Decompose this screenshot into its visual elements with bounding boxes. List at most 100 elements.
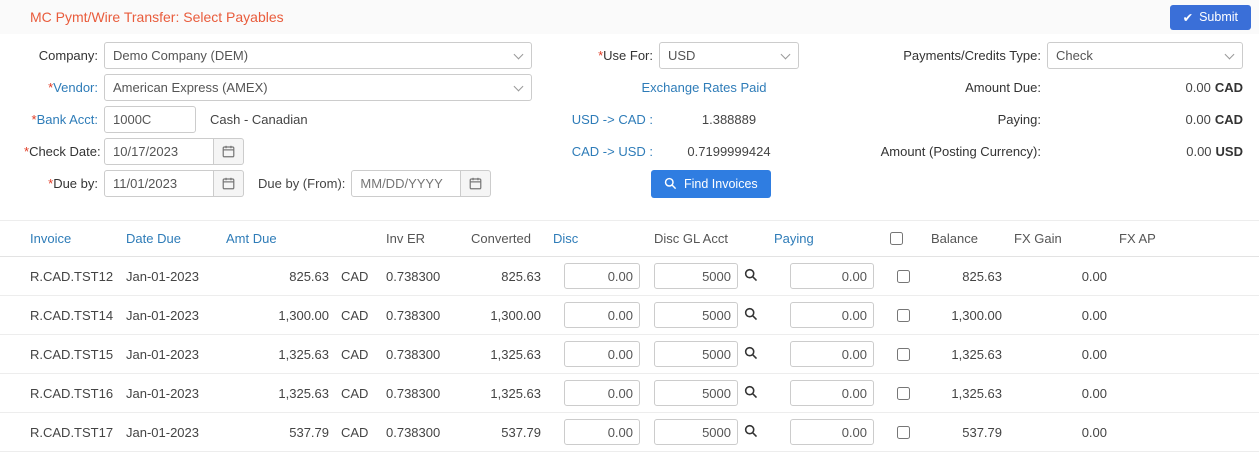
gl-lookup-button[interactable] <box>744 268 758 284</box>
disc-gl-acct-input[interactable] <box>654 341 738 367</box>
gl-lookup-button[interactable] <box>744 307 758 323</box>
topbar: MC Pymt/Wire Transfer: Select Payables ✔… <box>0 0 1259 34</box>
paying-value: 0.00 CAD <box>1185 112 1243 127</box>
balance-amount: 1,325.63 <box>951 385 1002 401</box>
due-by-from-calendar-button[interactable] <box>461 170 492 197</box>
currency-cell: CAD <box>335 412 380 452</box>
select-all-checkbox[interactable] <box>890 232 903 245</box>
fx-gain-cell: 0.00 <box>1008 412 1113 452</box>
currency-code: CAD <box>341 268 369 284</box>
due-by-calendar-button[interactable] <box>214 170 244 197</box>
table-row: R.CAD.TST14 Jan-01-2023 1,300.00 CAD 0.7… <box>0 295 1259 335</box>
vendor-select[interactable]: American Express (AMEX) <box>104 74 532 101</box>
paying-input[interactable] <box>790 419 874 445</box>
paying-input[interactable] <box>790 380 874 406</box>
gl-lookup-button[interactable] <box>744 346 758 362</box>
converted-cell: 1,325.63 <box>465 334 547 374</box>
due-by-from-input[interactable] <box>351 170 462 197</box>
column-header-paying[interactable]: Paying <box>768 220 880 257</box>
amt-due: 537.79 <box>289 424 329 440</box>
submit-button[interactable]: ✔ Submit <box>1169 4 1251 30</box>
gl-lookup-button[interactable] <box>744 424 758 440</box>
paying-input[interactable] <box>790 341 874 367</box>
row-checkbox[interactable] <box>896 425 910 439</box>
amount-due-value: 0.00 CAD <box>1185 80 1243 95</box>
required-marker: * <box>31 112 37 127</box>
column-header-invoice[interactable]: Invoice <box>0 220 120 257</box>
fx-gain-cell: 0.00 <box>1008 373 1113 413</box>
column-header-disc[interactable]: Disc <box>547 220 646 257</box>
column-header-amt-due[interactable]: Amt Due <box>220 220 335 257</box>
column-header-date-due[interactable]: Date Due <box>120 220 220 257</box>
disc-input[interactable] <box>564 302 640 328</box>
due-by-from-group <box>351 170 492 197</box>
invoice-number: R.CAD.TST12 <box>30 268 114 284</box>
column-header-disc-gl-acct: Disc GL Acct <box>646 220 768 257</box>
column-header-fx-ap: FX AP <box>1113 220 1259 257</box>
find-invoices-button[interactable]: Find Invoices <box>651 169 771 198</box>
disc-gl-acct-input[interactable] <box>654 380 738 406</box>
converted-cell: 1,300.00 <box>465 295 547 335</box>
cad-to-usd-row: CAD -> USD : 0.7199999424 <box>565 138 799 165</box>
vendor-label: *Vendor: <box>48 80 98 95</box>
payments-type-select[interactable]: Check <box>1047 42 1243 69</box>
check-date-row: *Check Date: <box>24 138 532 165</box>
check-date-group <box>104 138 244 165</box>
disc-input[interactable] <box>564 263 640 289</box>
disc-gl-acct-input[interactable] <box>654 263 738 289</box>
paying-input[interactable] <box>790 302 874 328</box>
disc-cell <box>547 256 646 296</box>
amt-due: 1,325.63 <box>278 385 329 401</box>
row-checkbox[interactable] <box>896 347 910 361</box>
column-header-currency <box>335 220 380 257</box>
amt-due-cell: 1,325.63 <box>220 334 335 374</box>
fx-gain-amount: 0.00 <box>1081 307 1107 323</box>
row-checkbox[interactable] <box>896 269 910 283</box>
converted-amount: 825.63 <box>501 268 541 284</box>
amt-due-cell: 1,325.63 <box>220 373 335 413</box>
disc-input[interactable] <box>564 419 640 445</box>
search-icon <box>744 268 758 282</box>
currency-cell: CAD <box>335 256 380 296</box>
check-date-input[interactable] <box>104 138 214 165</box>
due-by-input[interactable] <box>104 170 214 197</box>
fx-ap-cell <box>1113 412 1259 452</box>
amt-due: 825.63 <box>289 268 329 284</box>
bank-acct-input[interactable] <box>104 106 196 133</box>
balance-amount: 825.63 <box>962 268 1002 284</box>
inv-er: 0.738300 <box>386 307 441 323</box>
payables-table: Invoice Date Due Amt Due Inv ER Converte… <box>0 220 1259 452</box>
form-column-left: Company: Demo Company (DEM) *Vendor: Ame… <box>24 42 532 202</box>
select-cell <box>880 373 925 413</box>
form-column-right: Payments/Credits Type: Check Amount Due:… <box>799 42 1243 202</box>
date-due: Jan-01-2023 <box>126 385 199 401</box>
inv-er: 0.738300 <box>386 346 441 362</box>
gl-lookup-button[interactable] <box>744 385 758 401</box>
bank-acct-label: *Bank Acct: <box>31 112 98 127</box>
find-invoices-row: Find Invoices <box>565 169 799 198</box>
payment-form: Company: Demo Company (DEM) *Vendor: Ame… <box>0 34 1259 202</box>
column-header-balance: Balance <box>925 220 1008 257</box>
paying-input[interactable] <box>790 263 874 289</box>
check-date-calendar-button[interactable] <box>214 138 244 165</box>
disc-input[interactable] <box>564 341 640 367</box>
balance-cell: 1,325.63 <box>925 334 1008 374</box>
select-cell <box>880 334 925 374</box>
amount-posting-value: 0.00 USD <box>1186 144 1243 159</box>
disc-gl-acct-input[interactable] <box>654 302 738 328</box>
disc-input[interactable] <box>564 380 640 406</box>
company-select[interactable]: Demo Company (DEM) <box>104 42 532 69</box>
exchange-rates-link[interactable]: Exchange Rates Paid <box>641 80 767 95</box>
row-checkbox[interactable] <box>896 308 910 322</box>
invoice-number: R.CAD.TST17 <box>30 424 114 440</box>
invoice-cell: R.CAD.TST14 <box>0 295 120 335</box>
date-due: Jan-01-2023 <box>126 268 199 284</box>
table-row: R.CAD.TST15 Jan-01-2023 1,325.63 CAD 0.7… <box>0 334 1259 374</box>
exchange-rates-row: Exchange Rates Paid <box>565 74 799 101</box>
disc-gl-acct-input[interactable] <box>654 419 738 445</box>
use-for-select[interactable]: USD <box>659 42 799 69</box>
row-checkbox[interactable] <box>896 386 910 400</box>
currency-code: CAD <box>341 385 369 401</box>
table-header: Invoice Date Due Amt Due Inv ER Converte… <box>0 220 1259 257</box>
table-header-row: Invoice Date Due Amt Due Inv ER Converte… <box>0 220 1259 257</box>
